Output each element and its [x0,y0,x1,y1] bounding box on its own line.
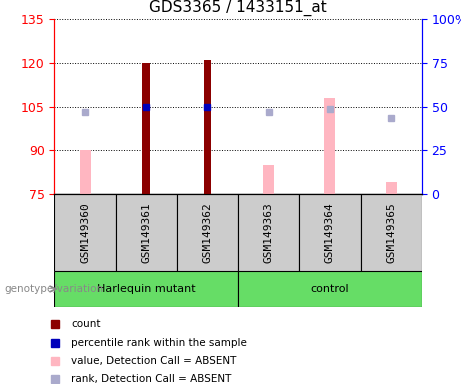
Bar [263,165,274,194]
Text: GSM149363: GSM149363 [264,202,274,263]
Text: value, Detection Call = ABSENT: value, Detection Call = ABSENT [71,356,237,366]
Text: GSM149365: GSM149365 [386,202,396,263]
Bar [238,194,299,271]
Bar [79,150,90,194]
Text: GSM149360: GSM149360 [80,202,90,263]
Bar [238,271,422,307]
Bar [203,60,212,194]
Bar [142,63,150,194]
Bar [116,194,177,271]
Bar [325,98,336,194]
Text: count: count [71,319,101,329]
Text: rank, Detection Call = ABSENT: rank, Detection Call = ABSENT [71,374,232,384]
Bar [54,194,116,271]
Text: percentile rank within the sample: percentile rank within the sample [71,338,248,348]
Bar [299,194,361,271]
Title: GDS3365 / 1433151_at: GDS3365 / 1433151_at [149,0,327,17]
Bar [54,271,238,307]
Text: control: control [311,284,349,294]
Text: GSM149361: GSM149361 [141,202,151,263]
Bar [386,182,397,194]
Text: Harlequin mutant: Harlequin mutant [97,284,195,294]
Text: genotype/variation: genotype/variation [5,284,104,294]
Text: GSM149364: GSM149364 [325,202,335,263]
Bar [177,194,238,271]
Text: GSM149362: GSM149362 [202,202,213,263]
Bar [361,194,422,271]
